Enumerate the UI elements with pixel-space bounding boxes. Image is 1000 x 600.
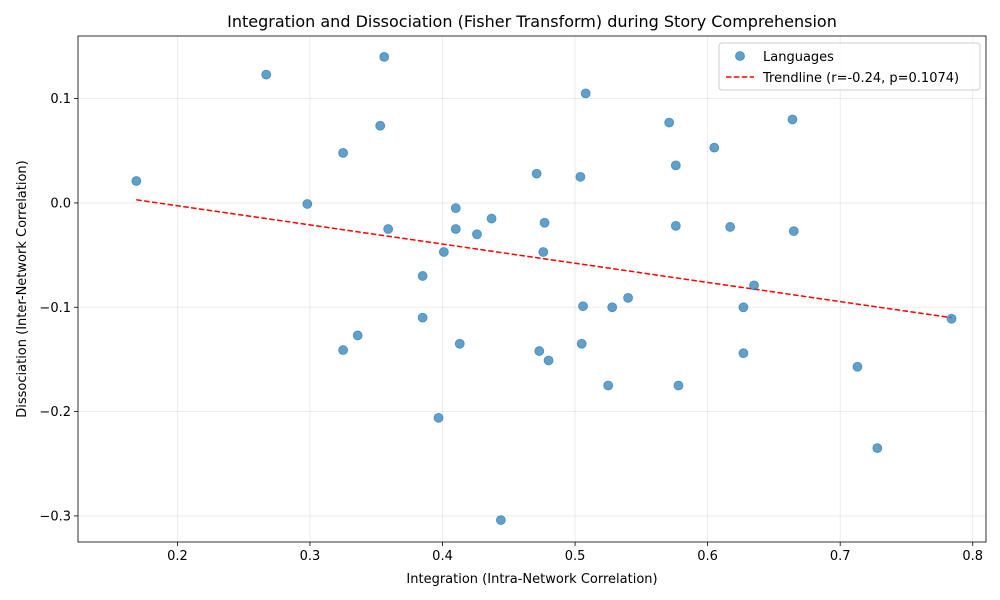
data-point [383,224,394,234]
plot-area [77,35,987,543]
data-point [575,171,586,182]
data-point [664,117,675,128]
data-point [495,515,506,525]
y-tick-label: 0.1 [50,92,71,107]
data-point [578,301,588,312]
data-point [607,302,618,313]
legend-box [718,42,981,91]
data-point [338,147,349,158]
legend-label-languages: Languages [763,50,834,65]
data-point [338,345,349,355]
grid [78,36,986,542]
data-point [738,348,749,359]
data-point [450,224,461,234]
data-point [417,312,428,323]
legend-marker-languages [735,51,745,61]
data-point [946,313,957,324]
data-point [375,120,386,131]
x-tick-label: 0.6 [697,549,718,564]
x-tick-label: 0.4 [432,549,453,564]
data-point [670,220,681,231]
data-point [531,168,542,179]
points-layer [131,51,957,525]
x-tick-label: 0.5 [565,549,586,564]
data-point [379,51,390,62]
data-point [603,380,614,391]
y-tick-label: −0.2 [39,405,71,420]
y-axis-title: Dissociation (Inter-Network Correlation) [15,160,30,418]
data-point [454,338,465,349]
y-tick-label: −0.3 [39,509,71,524]
legend: Languages Trendline (r=-0.24, p=0.1074) [718,42,981,91]
trendline-layer [136,199,952,319]
y-tick-label: 0.0 [50,196,71,211]
data-point [543,355,554,366]
data-point [576,338,587,349]
data-point [673,380,684,391]
data-point [486,213,497,224]
data-point [580,88,591,99]
data-point [538,247,549,257]
data-point [852,361,863,372]
data-point [417,271,428,281]
data-point [787,114,798,125]
legend-label-trendline: Trendline (r=-0.24, p=0.1074) [762,71,959,86]
data-point [302,199,313,209]
data-point [738,302,749,313]
data-point [534,346,545,356]
data-point [352,330,363,341]
axis-ticks: 0.2 0.3 0.4 0.5 0.6 0.7 0.8 −0.3 −0.2 −0.1 0.0 0.1 [39,92,983,564]
chart-title: Integration and Dissociation (Fisher Tra… [227,12,837,31]
data-point [709,142,720,153]
data-point [539,217,550,228]
x-tick-label: 0.7 [830,549,851,564]
x-axis-title: Integration (Intra-Network Correlation) [406,572,657,587]
y-tick-label: −0.1 [39,301,71,316]
x-tick-label: 0.3 [300,549,321,564]
data-point [261,69,272,80]
data-point [472,229,482,240]
data-point [131,176,142,186]
x-tick-label: 0.2 [167,549,188,564]
data-point [623,292,634,303]
x-tick-label: 0.8 [962,549,983,564]
data-point [670,160,681,171]
data-point [433,412,444,423]
data-point [788,226,799,236]
trendline [136,199,952,319]
data-point [872,443,883,454]
data-point [749,280,759,291]
data-point [725,222,736,232]
data-point [438,247,449,257]
data-point [450,203,461,214]
